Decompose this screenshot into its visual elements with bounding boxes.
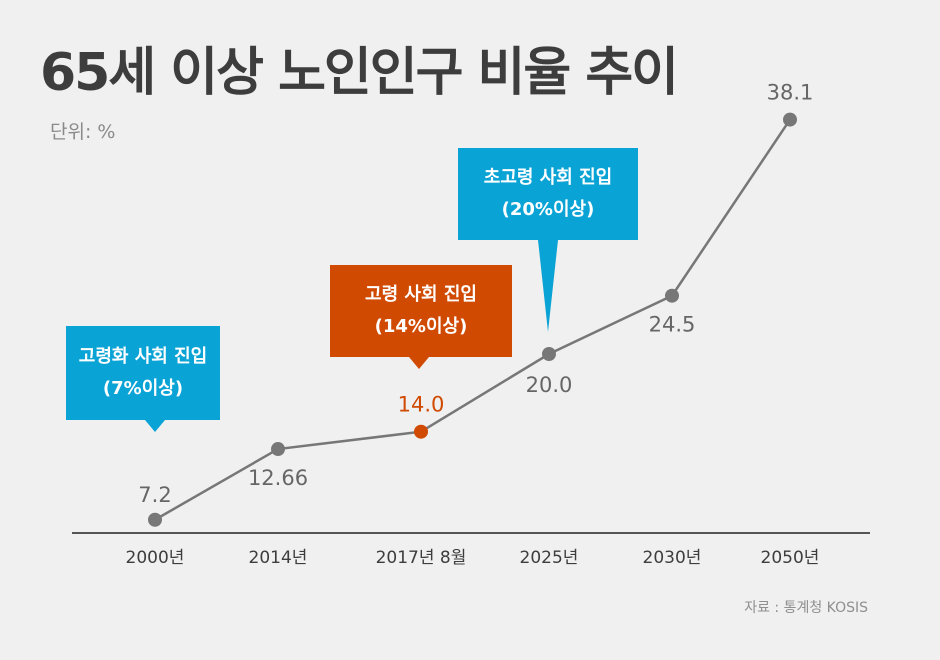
data-label-4: 24.5 <box>649 313 696 337</box>
data-point-2 <box>414 424 428 439</box>
series-group: 7.2 2000년 12.66 2014년 14.0 2017년 8월 20.0 2025년 2… <box>126 81 820 568</box>
x-tick-label-1: 2014년 <box>249 548 308 568</box>
callout-aged-society: 고령 사회 진입 (14%이상) <box>330 265 512 357</box>
callout-aged-society-threshold: (14%이상) <box>374 316 468 337</box>
data-point-0 <box>148 512 162 527</box>
data-point-4 <box>665 288 679 303</box>
data-label-0: 7.2 <box>138 483 171 507</box>
callout-aging-society: 고령화 사회 진입 (7%이상) <box>66 326 220 420</box>
x-tick-label-2: 2017년 8월 <box>376 548 467 568</box>
x-tick-label-3: 2025년 <box>520 548 579 568</box>
x-tick-label-0: 2000년 <box>126 548 185 568</box>
callout-aging-society-threshold: (7%이상) <box>102 378 184 399</box>
data-label-2: 14.0 <box>398 393 445 417</box>
data-label-3: 20.0 <box>526 373 573 397</box>
data-point-5 <box>783 112 797 127</box>
source-note: 자료 : 통계청 KOSIS <box>744 600 868 616</box>
series-line <box>154 118 792 521</box>
unit-label: 단위: % <box>50 121 116 143</box>
x-tick-label-5: 2050년 <box>761 548 820 568</box>
callout-aging-society-pointer <box>145 420 165 432</box>
callout-aged-society-pointer <box>409 357 429 369</box>
callout-super-aged-society-title: 초고령 사회 진입 <box>483 167 613 188</box>
callout-super-aged-society: 초고령 사회 진입 (20%이상) <box>458 148 638 240</box>
chart-title: 65세 이상 노인인구 비율 추이 <box>40 43 679 103</box>
data-point-1 <box>271 442 285 457</box>
callout-aging-society-title: 고령화 사회 진입 <box>78 346 208 367</box>
data-point-3 <box>542 347 556 361</box>
callout-aged-society-title: 고령 사회 진입 <box>365 284 477 305</box>
callout-super-aged-society-threshold: (20%이상) <box>501 199 595 220</box>
data-label-1: 12.66 <box>248 466 308 490</box>
data-label-5: 38.1 <box>767 81 814 105</box>
x-tick-label-4: 2030년 <box>643 548 702 568</box>
callout-super-aged-society-pointer <box>538 240 558 332</box>
